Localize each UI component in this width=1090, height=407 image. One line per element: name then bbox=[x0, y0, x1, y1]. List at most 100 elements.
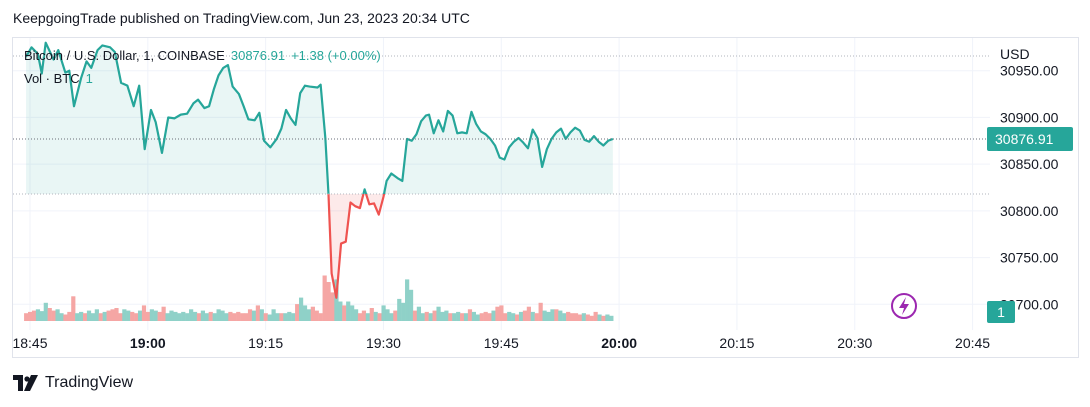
volume-badge-label: 1 bbox=[997, 304, 1005, 320]
volume-legend[interactable]: Vol · BTC 1 bbox=[24, 71, 93, 86]
volume-bar bbox=[240, 313, 245, 321]
volume-bar bbox=[24, 313, 29, 321]
price-line-layer bbox=[25, 41, 614, 299]
time-axis: 18:45 19:00 19:15 19:30 19:45 20:00 20:15 20:30… bbox=[12, 335, 990, 351]
price-line-down bbox=[327, 194, 386, 299]
volume-bar bbox=[432, 310, 437, 321]
volume-bar bbox=[279, 313, 284, 321]
volume-bar bbox=[365, 313, 370, 321]
time-tick-label: 20:45 bbox=[955, 335, 990, 351]
volume-bar bbox=[79, 311, 84, 321]
volume-bar bbox=[59, 313, 64, 321]
volume-bar bbox=[189, 309, 194, 321]
volume-layer bbox=[24, 275, 614, 321]
price-axis: 30950.00 30900.00 30850.00 30800.00 30750.00… bbox=[1000, 46, 1059, 312]
volume-bar bbox=[522, 310, 528, 321]
volume-legend-label: Vol · BTC bbox=[24, 71, 80, 86]
volume-bar bbox=[161, 306, 166, 321]
volume-bar bbox=[208, 311, 213, 321]
volume-bar bbox=[350, 305, 355, 321]
volume-bar bbox=[444, 310, 449, 321]
volume-bar bbox=[232, 313, 237, 321]
symbol-legend[interactable]: Bitcoin / U.S. Dollar, 1, COINBASE 30876.… bbox=[24, 48, 381, 63]
volume-bar bbox=[558, 310, 563, 321]
volume-bar bbox=[51, 310, 56, 321]
volume-bar bbox=[165, 313, 170, 321]
volume-bar bbox=[467, 309, 473, 321]
volume-bar bbox=[322, 275, 327, 321]
volume-bar bbox=[530, 311, 535, 321]
volume-bar bbox=[134, 313, 139, 321]
volume-bar bbox=[126, 310, 131, 321]
volume-bar bbox=[310, 306, 315, 321]
volume-bar bbox=[334, 279, 339, 321]
volume-bar bbox=[357, 313, 363, 321]
volume-legend-value: 1 bbox=[85, 71, 93, 86]
volume-bar bbox=[275, 313, 280, 321]
volume-bar bbox=[452, 313, 457, 321]
price-tick-label: 30900.00 bbox=[1000, 109, 1059, 125]
volume-bar bbox=[196, 313, 202, 321]
volume-bar bbox=[204, 313, 209, 321]
volume-bar bbox=[562, 313, 567, 321]
last-price-badge bbox=[987, 127, 1073, 152]
volume-bar bbox=[67, 311, 72, 321]
volume-bar bbox=[416, 306, 422, 321]
volume-bar bbox=[511, 313, 516, 321]
volume-bar bbox=[263, 313, 268, 321]
volume-bar bbox=[436, 306, 441, 321]
volume-bar bbox=[287, 311, 292, 321]
volume-bar bbox=[503, 313, 508, 321]
price-axis-unit: USD bbox=[1000, 46, 1030, 62]
tradingview-logo[interactable]: TradingView bbox=[13, 374, 133, 392]
volume-bar bbox=[35, 309, 41, 321]
volume-bar bbox=[192, 311, 198, 321]
volume-bar bbox=[373, 311, 378, 321]
last-price-badge-label: 30876.91 bbox=[995, 131, 1054, 147]
volume-bar bbox=[259, 309, 264, 321]
volume-bar bbox=[495, 306, 500, 321]
grid-layer bbox=[13, 38, 990, 330]
volume-bar bbox=[361, 310, 367, 321]
volume-bar bbox=[456, 311, 461, 321]
volume-bar bbox=[577, 314, 583, 321]
volume-bar bbox=[216, 309, 221, 321]
volume-bar bbox=[369, 308, 374, 321]
time-tick-label: 19:45 bbox=[484, 335, 519, 351]
volume-bar bbox=[338, 301, 343, 321]
volume-bar bbox=[491, 310, 496, 321]
volume-bar bbox=[448, 313, 453, 321]
volume-bar bbox=[122, 309, 127, 321]
volume-bar bbox=[157, 311, 162, 321]
volume-bar bbox=[385, 309, 390, 321]
overlay-layer: 30876.91 1 bbox=[13, 55, 1073, 323]
volume-bar bbox=[424, 311, 429, 321]
volume-bar bbox=[346, 301, 351, 321]
flash-icon[interactable] bbox=[891, 293, 917, 319]
legend-change: +1.38 (+0.00%) bbox=[291, 48, 381, 63]
volume-bar bbox=[137, 310, 143, 321]
volume-bar bbox=[460, 313, 465, 321]
volume-bar bbox=[314, 310, 319, 321]
volume-bar bbox=[169, 310, 174, 321]
symbol-name: Bitcoin / U.S. Dollar, 1, COINBASE bbox=[24, 48, 225, 63]
volume-bar bbox=[526, 306, 531, 321]
volume-bar bbox=[507, 311, 512, 321]
volume-bar bbox=[71, 296, 76, 321]
volume-bar bbox=[573, 313, 579, 321]
time-tick-label: 19:00 bbox=[130, 335, 166, 351]
volume-bar bbox=[75, 313, 80, 321]
volume-bar bbox=[295, 304, 300, 321]
volume-bar bbox=[185, 313, 190, 321]
volume-bar bbox=[605, 314, 610, 321]
volume-bar bbox=[318, 313, 323, 321]
volume-bar bbox=[554, 309, 559, 321]
volume-bar bbox=[28, 311, 33, 321]
volume-bar bbox=[224, 313, 229, 321]
price-area-above-baseline bbox=[26, 42, 613, 195]
legend-price: 30876.91 bbox=[230, 48, 286, 63]
volume-bar bbox=[569, 313, 575, 321]
volume-bar bbox=[267, 314, 272, 321]
volume-bar bbox=[102, 311, 107, 321]
